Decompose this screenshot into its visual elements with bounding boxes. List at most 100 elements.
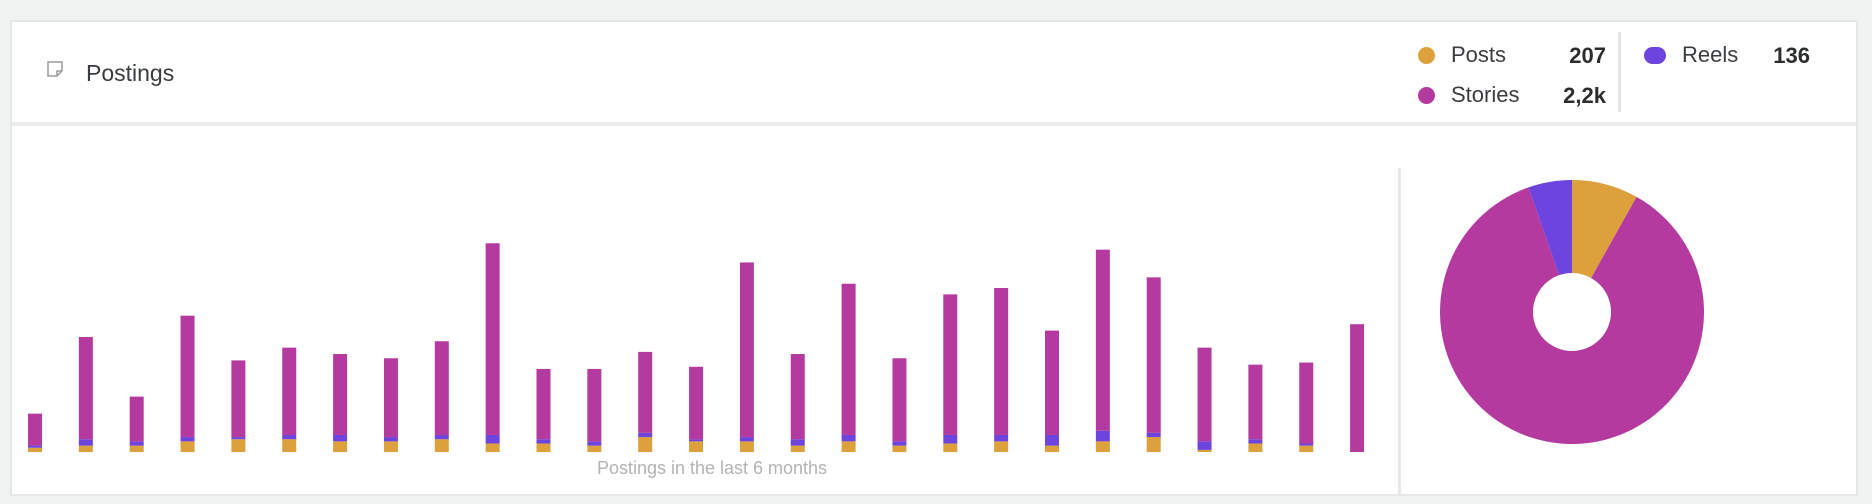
bar-reels-2[interactable]: [78, 439, 93, 446]
bar-stories-18[interactable]: [892, 358, 907, 442]
bar-stories-5[interactable]: [231, 360, 246, 438]
bar-stories-17[interactable]: [841, 283, 856, 435]
bar-stories-10[interactable]: [485, 243, 500, 435]
bar-posts-6[interactable]: [282, 439, 297, 452]
card-title: Postings: [86, 60, 175, 86]
bar-posts-4[interactable]: [180, 441, 195, 452]
bar-reels-10[interactable]: [485, 434, 500, 444]
legend-item-reels[interactable]: Reels: [1644, 40, 1738, 70]
bar-reels-13[interactable]: [638, 432, 653, 438]
bar-stories-27[interactable]: [1350, 324, 1365, 452]
bar-reels-3[interactable]: [129, 441, 144, 446]
bar-reels-16[interactable]: [790, 439, 805, 446]
bar-stories-12[interactable]: [587, 368, 602, 442]
bar-stories-8[interactable]: [383, 358, 398, 438]
bar-reels-20[interactable]: [994, 434, 1009, 442]
legend-dot-posts: [1418, 46, 1435, 64]
bar-posts-8[interactable]: [383, 441, 398, 452]
bar-reels-15[interactable]: [739, 437, 754, 442]
legend-label-stories: Stories: [1451, 82, 1520, 107]
bar-stories-1[interactable]: [28, 413, 42, 446]
bar-stories-15[interactable]: [739, 262, 754, 438]
bar-reels-5[interactable]: [231, 437, 246, 440]
bar-posts-5[interactable]: [231, 439, 246, 452]
bar-posts-12[interactable]: [587, 445, 602, 452]
bar-reels-24[interactable]: [1197, 441, 1212, 450]
legend-dot-reels: [1644, 46, 1666, 64]
bar-reels-6[interactable]: [282, 434, 297, 440]
bar-posts-1[interactable]: [28, 447, 42, 452]
bar-stories-19[interactable]: [943, 294, 958, 435]
bar-reels-9[interactable]: [434, 434, 449, 440]
bar-reels-22[interactable]: [1095, 430, 1110, 442]
bar-reels-7[interactable]: [333, 434, 348, 442]
bar-stories-6[interactable]: [282, 347, 297, 435]
bar-posts-16[interactable]: [790, 445, 805, 452]
bar-reels-21[interactable]: [1045, 434, 1059, 446]
bar-reels-26[interactable]: [1299, 443, 1314, 446]
legend-value-posts: 207: [1569, 43, 1606, 68]
bar-stories-11[interactable]: [536, 368, 551, 440]
donut-chart: [1440, 180, 1704, 444]
pie-slice-posts[interactable]: [1572, 180, 1637, 278]
bar-stories-24[interactable]: [1197, 347, 1212, 442]
bar-reels-17[interactable]: [841, 434, 856, 442]
card-header: Postings Posts 207 Stories 2,2k Reels 13…: [12, 22, 1856, 126]
bar-posts-18[interactable]: [892, 445, 907, 452]
legend-value-reels: 136: [1773, 43, 1810, 68]
bar-stories-21[interactable]: [1045, 330, 1059, 435]
bar-posts-21[interactable]: [1045, 445, 1059, 452]
bar-reels-23[interactable]: [1146, 432, 1161, 438]
legend-label-reels: Reels: [1682, 42, 1739, 67]
bar-reels-14[interactable]: [689, 439, 704, 442]
bar-chart: [28, 243, 1365, 452]
bar-stories-14[interactable]: [689, 366, 704, 440]
bar-posts-22[interactable]: [1095, 441, 1110, 452]
bar-stories-16[interactable]: [790, 354, 805, 440]
bar-posts-7[interactable]: [333, 441, 348, 452]
bar-posts-13[interactable]: [638, 437, 653, 452]
postings-card: Postings Posts 207 Stories 2,2k Reels 13…: [10, 20, 1858, 496]
bar-posts-15[interactable]: [739, 441, 754, 452]
bar-posts-10[interactable]: [485, 443, 500, 452]
bar-stories-22[interactable]: [1095, 249, 1110, 431]
legend-item-posts[interactable]: Posts: [1418, 40, 1506, 70]
bar-reels-8[interactable]: [383, 437, 398, 442]
bar-posts-11[interactable]: [536, 443, 551, 452]
bar-posts-20[interactable]: [994, 441, 1009, 452]
chart-subtitle: Postings in the last 6 months: [596, 458, 828, 478]
pie-slice-reels[interactable]: [1528, 180, 1572, 276]
bar-stories-2[interactable]: [78, 336, 93, 440]
bar-stories-23[interactable]: [1146, 277, 1161, 433]
legend-label-posts: Posts: [1451, 42, 1507, 67]
bar-stories-26[interactable]: [1299, 362, 1314, 444]
bar-reels-1[interactable]: [28, 445, 42, 448]
bar-reels-4[interactable]: [180, 437, 195, 442]
legend-item-stories[interactable]: Stories: [1418, 80, 1519, 110]
bar-reels-25[interactable]: [1248, 439, 1263, 444]
bar-posts-25[interactable]: [1248, 443, 1263, 452]
bar-posts-24[interactable]: [1197, 449, 1212, 452]
bar-posts-2[interactable]: [78, 445, 93, 452]
bar-stories-20[interactable]: [994, 287, 1009, 435]
chart-divider: [1398, 168, 1401, 496]
bar-stories-9[interactable]: [434, 341, 449, 435]
bar-reels-11[interactable]: [536, 439, 551, 444]
bar-reels-12[interactable]: [587, 441, 602, 446]
bar-stories-7[interactable]: [333, 354, 348, 435]
chart-legend: Posts 207 Stories 2,2k Reels 136: [12, 22, 1856, 122]
pie-slice-stories[interactable]: [1440, 187, 1704, 444]
bar-posts-19[interactable]: [943, 443, 958, 452]
bar-posts-14[interactable]: [689, 441, 704, 452]
bar-stories-13[interactable]: [638, 351, 653, 433]
bar-stories-25[interactable]: [1248, 364, 1263, 440]
bar-posts-17[interactable]: [841, 441, 856, 452]
bar-posts-9[interactable]: [434, 439, 449, 452]
bar-stories-3[interactable]: [129, 396, 144, 442]
bar-posts-23[interactable]: [1146, 437, 1161, 452]
bar-reels-19[interactable]: [943, 434, 958, 444]
bar-stories-4[interactable]: [180, 315, 195, 438]
bar-posts-3[interactable]: [129, 445, 144, 452]
bar-reels-18[interactable]: [892, 441, 907, 446]
bar-posts-26[interactable]: [1299, 445, 1314, 452]
